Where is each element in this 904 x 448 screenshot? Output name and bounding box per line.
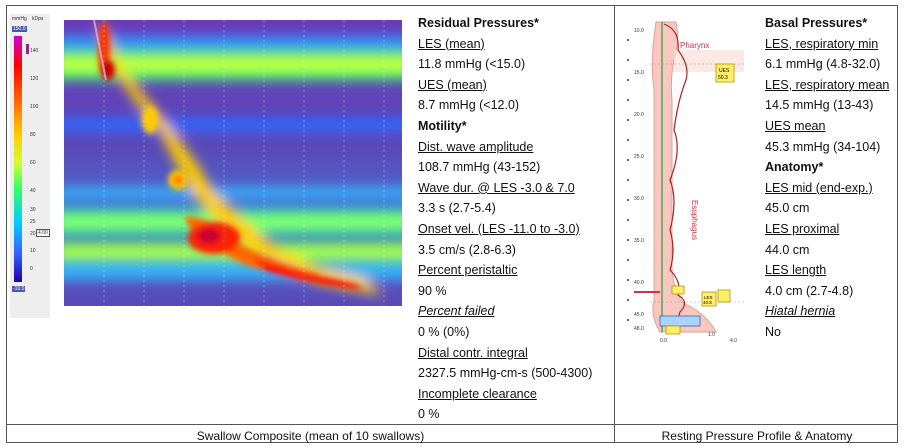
caption-divider: [7, 424, 897, 425]
depth-tick: 40.0: [634, 280, 644, 286]
les-mean-label: LES (mean): [418, 36, 485, 51]
residual-motility-panel: Residual Pressures* LES (mean) 11.8 mmHg…: [418, 13, 592, 425]
les-proximal-value: 44.0 cm: [765, 242, 810, 257]
pressure-colorbar: mmHg kDps 150.0 140 120 100 80 60 40 30 …: [10, 14, 50, 318]
distal-contractile-integral-label: Distal contr. integral: [418, 345, 528, 360]
colorbar-tick: 40: [30, 188, 36, 194]
basal-anatomy-panel: Basal Pressures* LES, respiratory min 6.…: [765, 13, 889, 343]
les-mid-value: 45.0 cm: [765, 201, 810, 216]
percent-peristaltic-value: 90 %: [418, 283, 447, 298]
les-length-value: 4.0 cm (2.7-4.8): [765, 283, 854, 298]
resting-pressure-profile: Pharynx Esophagus 10.0 15.0 20.0 25.0 30…: [620, 20, 754, 351]
ues-marker-label: UES: [719, 68, 730, 74]
resting-profile-caption: Resting Pressure Profile & Anatomy: [661, 429, 853, 443]
hiatal-hernia-label: Hiatal hernia: [765, 304, 836, 319]
colorbar-slider[interactable]: [26, 44, 29, 54]
les-respiratory-mean-label: LES, respiratory mean: [765, 77, 890, 92]
scale-label: 4.0: [730, 338, 737, 344]
depth-tick: 15.0: [634, 70, 644, 76]
les-marker[interactable]: [701, 291, 717, 307]
scale-label: 0.0: [660, 338, 667, 344]
colorbar-tick: 30: [30, 207, 36, 213]
les-secondary-marker[interactable]: [717, 289, 731, 303]
depth-tick: 45.0: [634, 312, 644, 318]
les-respiratory-mean-value: 14.5 mmHg (13-43): [765, 98, 874, 113]
panel-divider: [614, 6, 615, 442]
motility-heading: Motility*: [418, 118, 467, 133]
les-respiratory-min-label: LES, respiratory min: [765, 36, 879, 51]
colorbar-tick: 25: [30, 219, 36, 225]
les-mid-label: LES mid (end-exp.): [765, 180, 873, 195]
esophagus-label: Esophagus: [690, 200, 699, 240]
colorbar-unit-label: mmHg: [12, 16, 27, 22]
ues-marker-value: 50.3: [718, 75, 728, 81]
diaphragm-marker[interactable]: [659, 315, 701, 327]
depth-tick: 30.0: [634, 196, 644, 202]
colorbar-tick: 60: [30, 160, 36, 166]
depth-tick: 10.0: [634, 28, 644, 34]
les-marker-value: 40.8: [703, 300, 712, 305]
colorbar-gradient: [14, 36, 22, 282]
residual-pressures-heading: Residual Pressures*: [418, 16, 539, 30]
colorbar-tick: 10: [30, 248, 36, 254]
dist-wave-amplitude-value: 108.7 mmHg (43-152): [418, 160, 541, 175]
incomplete-clearance-value: 0 %: [418, 407, 440, 422]
ues-mean-label: UES (mean): [418, 77, 487, 92]
les-proximal-label: LES proximal: [765, 221, 840, 236]
ues-mean-label: UES mean: [765, 118, 826, 133]
les-mean-value: 11.8 mmHg (<15.0): [418, 57, 526, 72]
report-frame: Swallow Composite (mean of 10 swallows) …: [6, 5, 898, 443]
wave-duration-value: 3.3 s (2.7-5.4): [418, 201, 496, 216]
percent-failed-label: Percent failed: [418, 304, 495, 319]
ues-mean-value: 8.7 mmHg (<12.0): [418, 98, 520, 113]
colorbar-min: -10.0: [12, 286, 26, 292]
depth-tick: 35.0: [634, 238, 644, 244]
incomplete-clearance-label: Incomplete clearance: [418, 386, 537, 401]
colorbar-tick: 0: [30, 266, 33, 272]
colorbar-tick: 80: [30, 132, 36, 138]
swallow-composite-caption: Swallow Composite (mean of 10 swallows): [196, 429, 425, 443]
les-marker-label: LES: [704, 295, 713, 300]
ues-mean-value: 45.3 mmHg (34-104): [765, 139, 881, 154]
distal-contractile-integral-value: 2327.5 mmHg-cm-s (500-4300): [418, 366, 593, 381]
hiatal-hernia-value: No: [765, 324, 781, 339]
onset-velocity-value: 3.5 cm/s (2.8-6.3): [418, 242, 516, 257]
colorbar-tick: 100: [30, 104, 39, 110]
onset-velocity-label: Onset vel. (LES -11.0 to -3.0): [418, 221, 580, 236]
percent-peristaltic-label: Percent peristaltic: [418, 263, 518, 278]
colorbar-tick: 140: [30, 48, 39, 54]
les-length-label: LES length: [765, 263, 827, 278]
depth-tick: 25.0: [634, 154, 644, 160]
basal-pressures-heading: Basal Pressures*: [765, 16, 868, 30]
scale-label: 1.0: [708, 332, 715, 338]
colorbar-max: 150.0: [12, 26, 27, 32]
colorbar-marker: 4.00: [36, 229, 50, 237]
les-bottom-marker[interactable]: [665, 325, 681, 335]
depth-tick: 20.0: [634, 112, 644, 118]
pharynx-label: Pharynx: [680, 41, 709, 50]
anatomy-heading: Anatomy*: [765, 160, 824, 175]
percent-failed-value: 0 % (0%): [418, 324, 470, 339]
dist-wave-amplitude-label: Dist. wave amplitude: [418, 139, 534, 154]
les-respiratory-min-value: 6.1 mmHg (4.8-32.0): [765, 57, 881, 72]
pressure-topography-plot: [54, 19, 414, 311]
colorbar-tick: 120: [30, 76, 39, 82]
les-upper-marker[interactable]: [671, 285, 685, 295]
colorbar-unit-label: kDps: [32, 16, 44, 22]
ues-marker[interactable]: [715, 63, 735, 83]
colorbar-tick: 20: [30, 231, 36, 237]
depth-tick: 48.0: [634, 326, 644, 332]
wave-duration-label: Wave dur. @ LES -3.0 & 7.0: [418, 180, 575, 195]
